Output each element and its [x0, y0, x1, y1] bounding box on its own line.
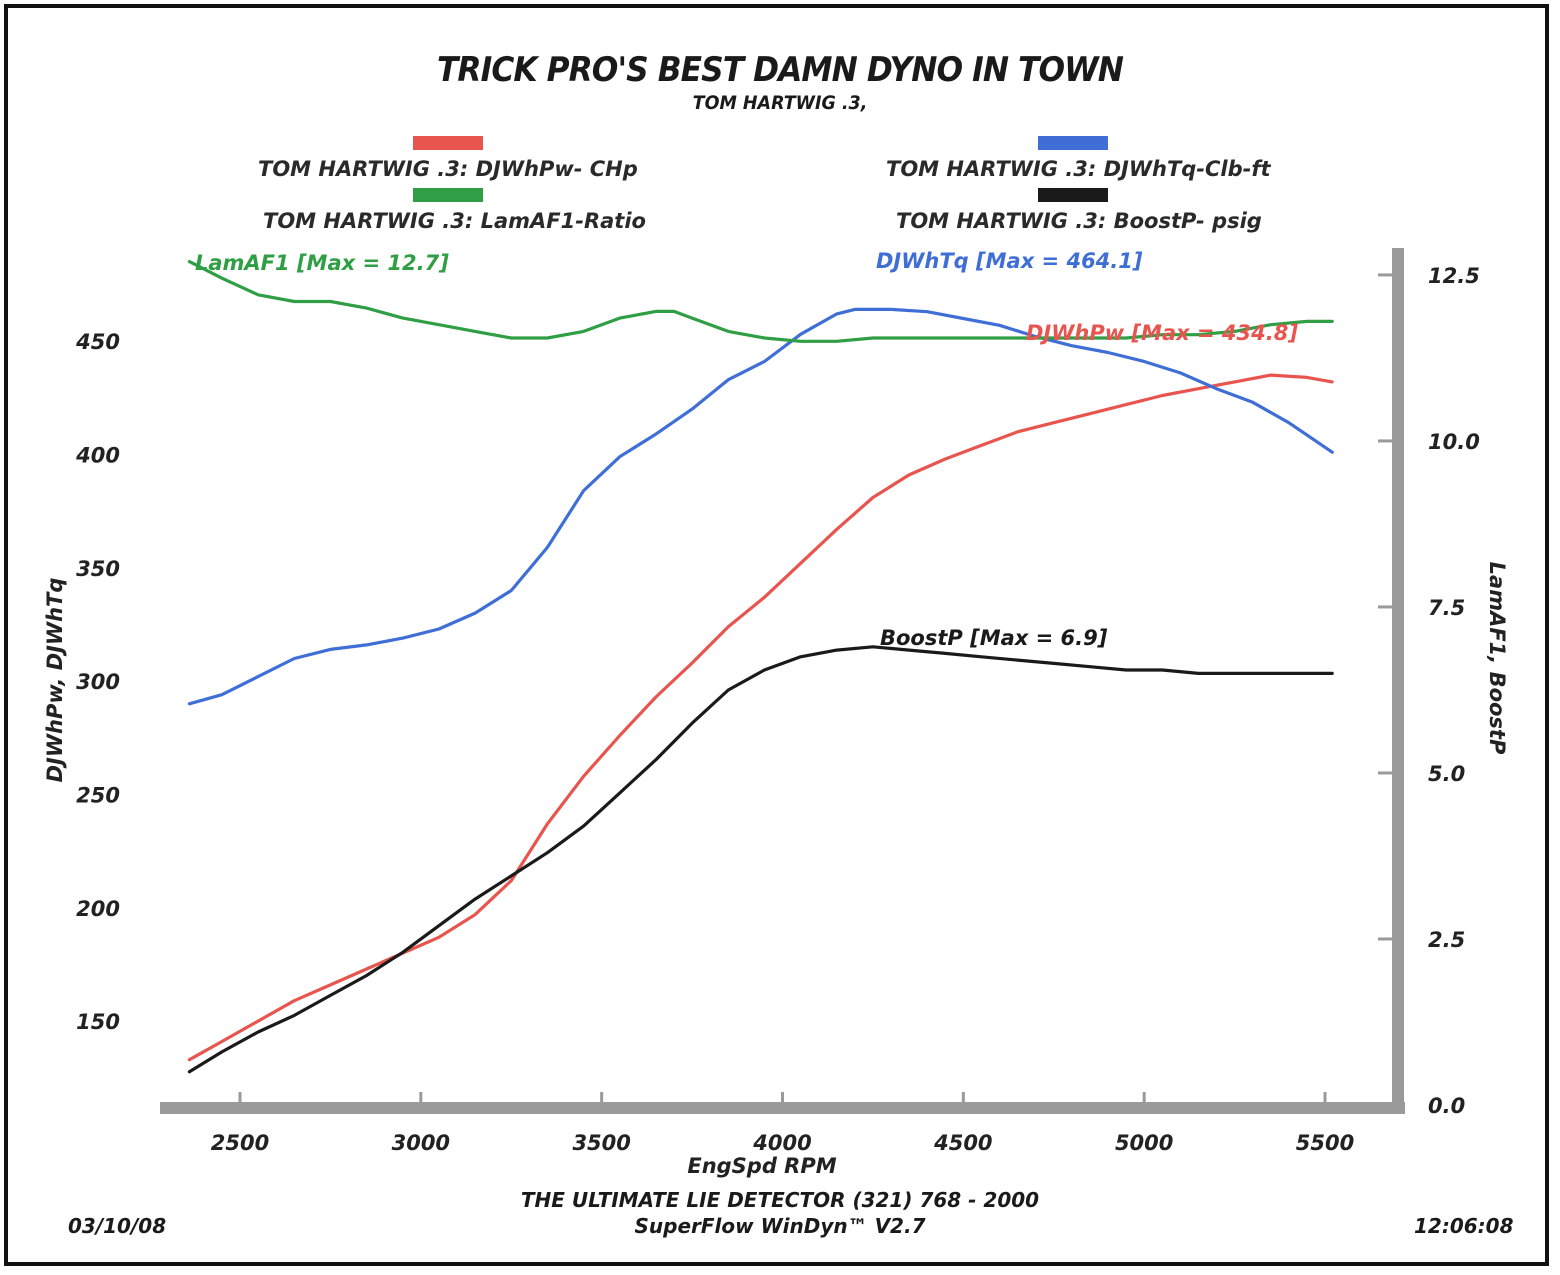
- annotation-djwhtq-max: DJWhTq [Max = 464.1]: [876, 249, 1143, 273]
- x-tick-mark: [781, 1092, 784, 1108]
- x-tick-label: 2500: [211, 1131, 269, 1155]
- x-tick-label: 5000: [1115, 1131, 1173, 1155]
- legend-swatch-boostp: [1038, 188, 1108, 202]
- y-tick-mark-right: [1378, 1103, 1398, 1107]
- x-tick-label: 3500: [572, 1131, 630, 1155]
- y-tick-label-right: 2.5: [1428, 928, 1465, 952]
- y-tick-label-left: 350: [76, 557, 120, 581]
- legend-label-lamaf1: TOM HARTWIG .3: LamAF1-Ratio: [263, 209, 646, 233]
- annotation-lamaf1-max: LamAF1 [Max = 12.7]: [195, 251, 449, 275]
- y-tick-label-left: 400: [75, 443, 120, 467]
- y-axis-line-right: [1392, 248, 1404, 1114]
- footer-line1: THE ULTIMATE LIE DETECTOR (321) 768 - 20…: [520, 1188, 1040, 1212]
- x-tick-mark: [600, 1092, 604, 1108]
- y-tick-label-left: 250: [76, 783, 120, 807]
- y-axis-title-right: LamAF1, BoostP: [1485, 562, 1509, 755]
- x-tick-label: 5500: [1296, 1131, 1354, 1155]
- series-line-djwhpw: [187, 373, 1334, 1062]
- y-tick-label-right: 10.0: [1428, 430, 1480, 454]
- x-tick-mark: [1142, 1092, 1146, 1108]
- legend-swatch-djwhpw: [413, 136, 483, 150]
- legend-label-djwhtq: TOM HARTWIG .3: DJWhTq-Clb-ft: [886, 157, 1271, 181]
- y-tick-mark-right: [1378, 439, 1398, 443]
- chart-frame: [4, 4, 1549, 1266]
- y-tick-label-left: 150: [76, 1010, 120, 1034]
- x-tick-mark: [1323, 1092, 1327, 1108]
- chart-subtitle: TOM HARTWIG .3,: [692, 92, 868, 114]
- y-tick-label-left: 200: [76, 897, 120, 921]
- y-tick-mark-right: [1378, 937, 1398, 941]
- footer-date: 03/10/08: [68, 1214, 167, 1238]
- y-tick-label-left: 300: [76, 670, 120, 694]
- y-tick-label-left: 450: [75, 330, 120, 354]
- y-tick-label-right: 5.0: [1428, 762, 1465, 786]
- chart-title: TRICK PRO'S BEST DAMN DYNO IN TOWN: [437, 50, 1124, 90]
- footer-time: 12:06:08: [1414, 1214, 1514, 1238]
- legend-label-boostp: TOM HARTWIG .3: BoostP- psig: [896, 209, 1262, 233]
- y-axis-title-left: DJWhPw, DJWhTq: [43, 578, 67, 783]
- y-tick-label-right: 12.5: [1428, 264, 1480, 288]
- x-tick-label: 4500: [933, 1131, 992, 1155]
- x-tick-label: 4000: [752, 1131, 811, 1155]
- x-tick-mark: [238, 1092, 242, 1108]
- y-tick-label-right: 0.0: [1428, 1094, 1465, 1118]
- legend-label-djwhpw: TOM HARTWIG .3: DJWhPw- CHp: [258, 157, 638, 181]
- annotation-boostp-max: BoostP [Max = 6.9]: [880, 626, 1108, 650]
- legend-swatch-lamaf1: [413, 188, 483, 202]
- y-tick-label-right: 7.5: [1428, 596, 1465, 620]
- x-tick-mark: [961, 1092, 965, 1108]
- x-axis-title: EngSpd RPM: [687, 1154, 836, 1178]
- x-tick-label: 3000: [392, 1131, 450, 1155]
- series-line-djwhtq: [187, 307, 1334, 706]
- series-line-boostp: [187, 645, 1334, 1074]
- y-tick-mark-right: [1378, 771, 1398, 775]
- footer-line2: SuperFlow WinDyn™ V2.7: [634, 1214, 926, 1238]
- y-tick-mark-right: [1378, 273, 1398, 277]
- legend-swatch-djwhtq: [1038, 136, 1108, 150]
- y-tick-mark-right: [1378, 605, 1398, 609]
- x-tick-mark: [419, 1092, 423, 1108]
- annotation-djwhpw-max: DJWhPw [Max = 434.8]: [1026, 321, 1298, 345]
- series-line-lamaf1: [187, 260, 1334, 343]
